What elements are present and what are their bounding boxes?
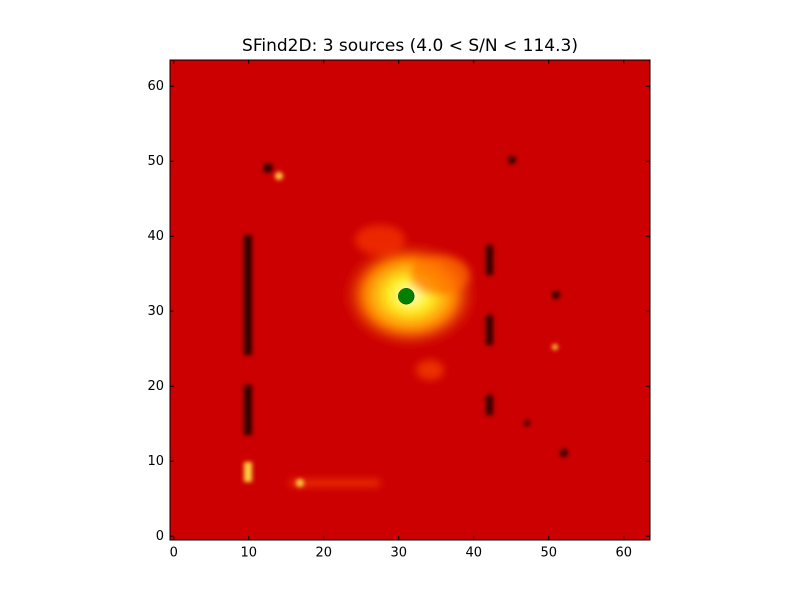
image (170, 60, 650, 540)
chart-title: SFind2D: 3 sources (4.0 < S/N < 114.3) (242, 36, 578, 56)
source-marker (398, 288, 415, 305)
y-tick-label: 40 (147, 229, 164, 244)
y-tick-label: 20 (147, 379, 164, 394)
x-tick-label: 20 (315, 546, 332, 561)
x-tick-label: 30 (390, 546, 407, 561)
x-tick-label: 0 (170, 546, 178, 561)
y-tick-label: 10 (147, 454, 164, 469)
y-tick-label: 0 (156, 529, 164, 544)
y-tick-label: 50 (147, 154, 164, 169)
y-tick-label: 30 (147, 304, 164, 319)
x-tick-label: 50 (540, 546, 557, 561)
x-tick-label: 60 (615, 546, 632, 561)
x-tick-label: 40 (465, 546, 482, 561)
x-tick-label: 10 (240, 546, 257, 561)
y-tick-label: 60 (147, 79, 164, 94)
plot-frame (169, 59, 651, 541)
